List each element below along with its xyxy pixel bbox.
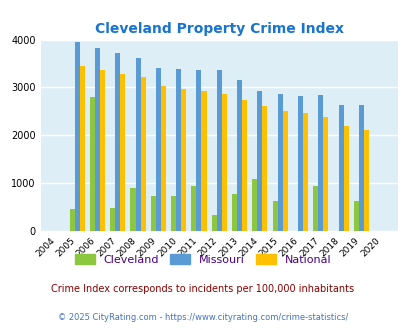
Bar (353, 201, 358, 231)
Bar (130, 188, 135, 231)
Bar (95, 48, 100, 231)
Bar (176, 69, 181, 231)
Bar (297, 96, 302, 231)
Bar (262, 106, 267, 231)
Bar (69, 210, 75, 231)
Bar (181, 89, 186, 231)
Legend: Cleveland, Missouri, National: Cleveland, Missouri, National (70, 250, 335, 269)
Bar (191, 186, 196, 231)
Bar (120, 74, 125, 231)
Bar (160, 85, 166, 231)
Bar (363, 130, 368, 231)
Text: Crime Index corresponds to incidents per 100,000 inhabitants: Crime Index corresponds to incidents per… (51, 284, 354, 294)
Text: © 2025 CityRating.com - https://www.cityrating.com/crime-statistics/: © 2025 CityRating.com - https://www.city… (58, 313, 347, 322)
Bar (211, 215, 216, 231)
Bar (241, 100, 247, 231)
Bar (252, 179, 257, 231)
Bar (216, 70, 221, 231)
Bar (79, 66, 85, 231)
Bar (100, 70, 105, 231)
Bar (343, 126, 348, 231)
Bar (312, 185, 318, 231)
Bar (358, 105, 363, 231)
Bar (90, 97, 95, 231)
Bar (196, 70, 201, 231)
Bar (272, 201, 277, 231)
Bar (277, 94, 282, 231)
Bar (237, 80, 241, 231)
Bar (257, 91, 262, 231)
Bar (282, 111, 287, 231)
Bar (156, 68, 160, 231)
Bar (318, 95, 322, 231)
Bar (231, 194, 237, 231)
Bar (221, 94, 226, 231)
Bar (302, 113, 307, 231)
Bar (110, 208, 115, 231)
Bar (171, 196, 176, 231)
Bar (150, 196, 156, 231)
Bar (338, 105, 343, 231)
Bar (115, 53, 120, 231)
Bar (135, 58, 140, 231)
Bar (75, 42, 79, 231)
Bar (322, 116, 328, 231)
Title: Cleveland Property Crime Index: Cleveland Property Crime Index (94, 22, 343, 36)
Bar (201, 91, 206, 231)
Bar (140, 78, 145, 231)
